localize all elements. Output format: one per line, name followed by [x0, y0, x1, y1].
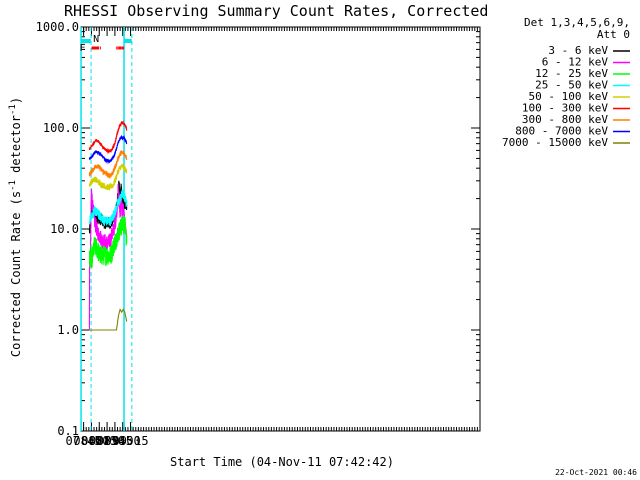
y-tick-label: 0.1	[57, 424, 79, 438]
series-line	[88, 215, 128, 269]
flare-bar	[99, 46, 101, 50]
x-tick-label: 08:30	[89, 434, 125, 448]
x-tick-label: 08:45	[97, 434, 133, 448]
y-axis-label-end: )	[9, 97, 23, 104]
series-line	[88, 163, 128, 192]
plot-frame	[80, 26, 481, 432]
series-line	[88, 189, 128, 227]
series-marks: NF	[80, 27, 133, 431]
x-tick-label: 09:15	[112, 434, 148, 448]
y-tick-label: 1.0	[57, 323, 79, 337]
night-bar	[81, 39, 91, 43]
series-line	[88, 134, 128, 165]
legend-label: 12 - 25 keV	[535, 67, 608, 80]
y-axis-label-sup2: -1	[8, 104, 18, 115]
flare-bar	[115, 46, 117, 50]
y-tick-label: 100.0	[43, 121, 79, 135]
flare-bar	[121, 46, 124, 50]
series-line	[89, 308, 128, 331]
plot-area: 1000.0 100.0 10.0 1.0 0.107:4508:0008:1508:3…	[36, 20, 481, 448]
flare-label: F	[80, 43, 86, 54]
legend-label: 3 - 6 keV	[548, 44, 608, 57]
night-label: N	[93, 34, 99, 45]
night-bar	[124, 39, 132, 43]
legend-title-1: Det 1,3,4,5,6,9,	[524, 16, 630, 29]
x-tick-label: 08:00	[73, 434, 109, 448]
legend-label: 100 - 300 keV	[522, 102, 608, 115]
y-axis-label-mid: detector	[9, 115, 23, 180]
legend-title-2: Att 0	[597, 28, 630, 41]
x-axis-label: Start Time (04-Nov-11 07:42:42)	[170, 455, 394, 469]
legend-label: 7000 - 15000 keV	[502, 136, 608, 149]
legend-label: 300 - 800 keV	[522, 113, 608, 126]
x-tick-label: 09:00	[105, 434, 141, 448]
series-line	[88, 149, 128, 179]
flare-bar	[91, 46, 99, 50]
legend-label: 800 - 7000 keV	[515, 125, 608, 138]
flare-bar	[118, 46, 122, 50]
y-tick-label: 1000.0	[36, 20, 79, 34]
series-line	[88, 120, 128, 155]
footer-timestamp: 22-Oct-2021 00:46	[555, 468, 637, 477]
y-axis-label-main: Corrected Count Rate (s	[9, 191, 23, 357]
legend-label: 25 - 50 keV	[535, 79, 608, 92]
y-axis-label: Corrected Count Rate (s-1 detector-1)	[8, 97, 23, 357]
y-tick-label: 10.0	[50, 222, 79, 236]
flare-bar	[117, 46, 119, 50]
y-axis-label-sup1: -1	[8, 180, 18, 191]
legend-label: 50 - 100 keV	[529, 90, 609, 103]
x-tick-label: 08:15	[81, 434, 117, 448]
chart-title: RHESSI Observing Summary Count Rates, Co…	[64, 2, 488, 20]
series-line	[88, 184, 128, 330]
legend-label: 6 - 12 keV	[542, 56, 609, 69]
x-tick-label: 07:45	[66, 434, 102, 448]
